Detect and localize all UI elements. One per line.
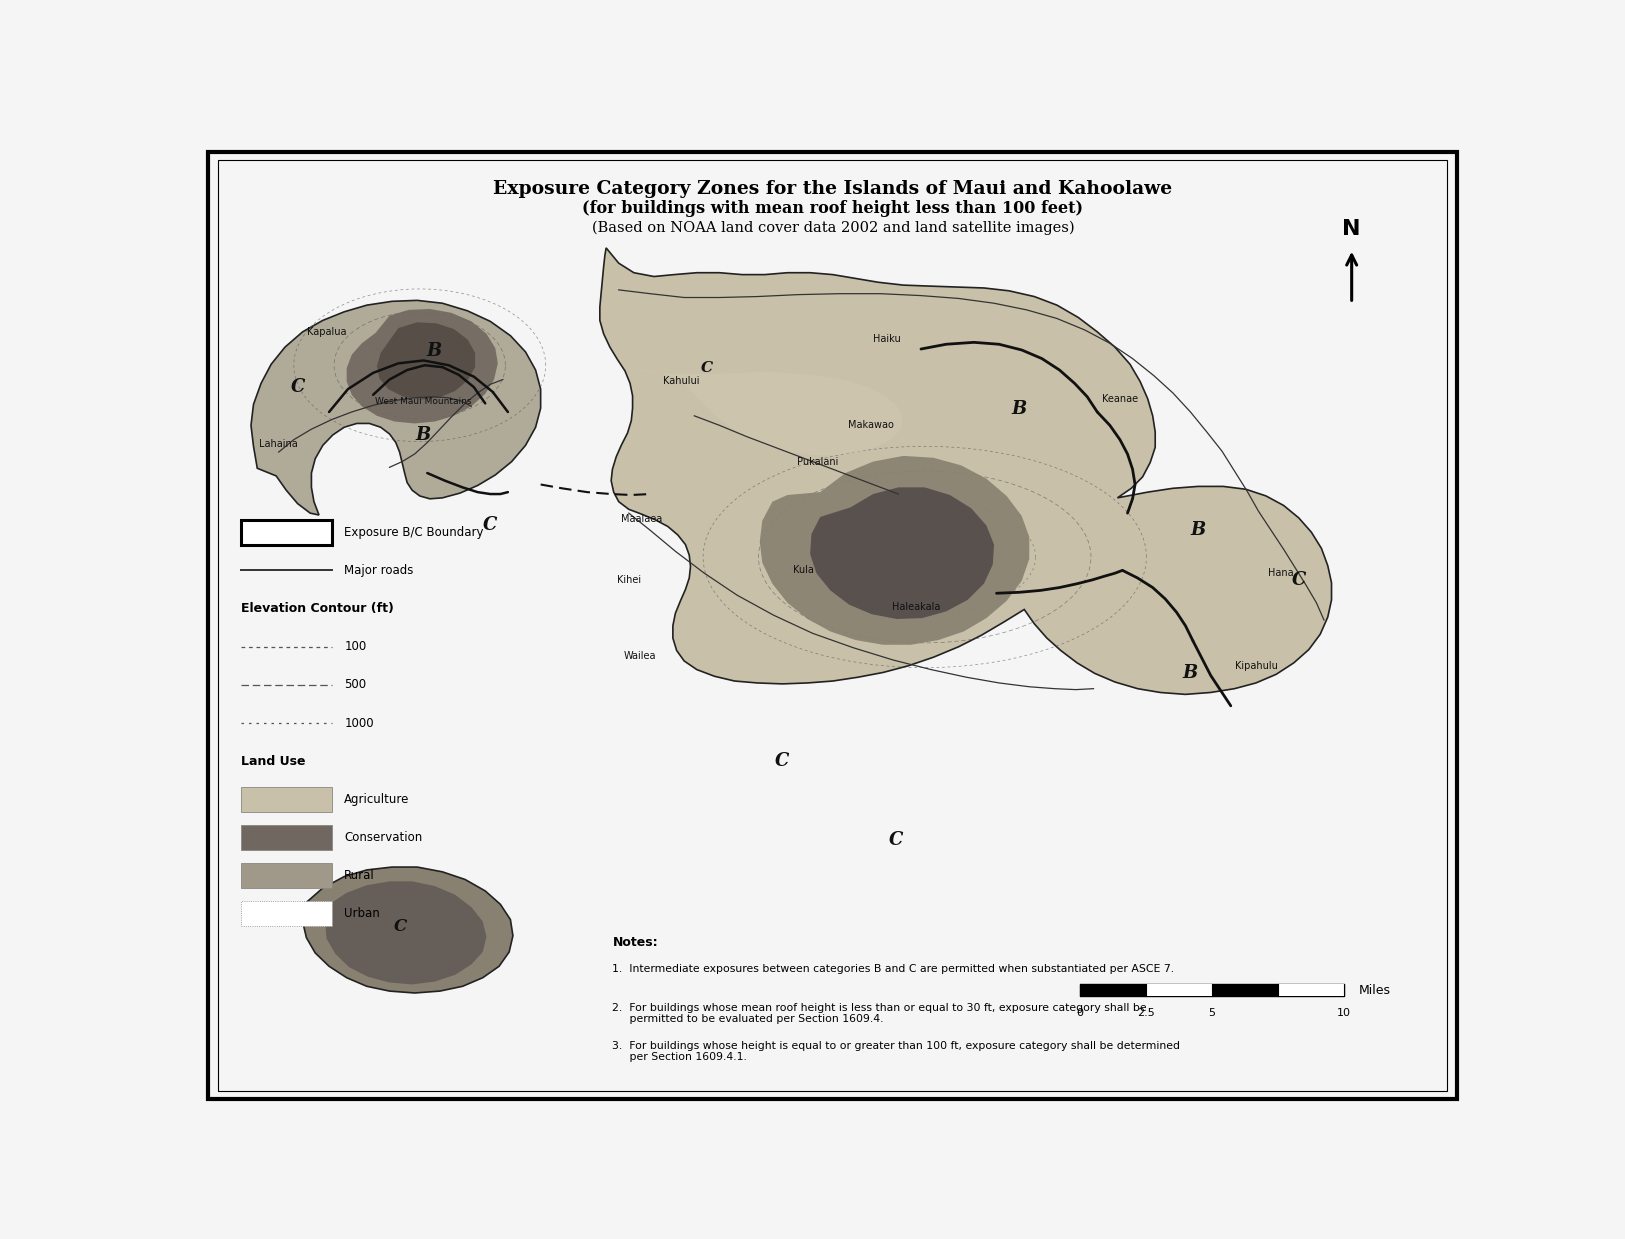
Polygon shape xyxy=(811,487,994,620)
Text: Notes:: Notes: xyxy=(613,935,658,949)
Text: West Maui Mountains: West Maui Mountains xyxy=(375,396,471,406)
Text: Wailea: Wailea xyxy=(624,652,656,662)
Text: Maalaea: Maalaea xyxy=(621,514,661,524)
Bar xyxy=(1146,984,1212,996)
Text: B: B xyxy=(1191,522,1206,539)
Polygon shape xyxy=(325,881,486,985)
Bar xyxy=(1277,984,1344,996)
Text: Kihei: Kihei xyxy=(618,575,640,585)
Text: Agriculture: Agriculture xyxy=(344,793,410,805)
Text: B: B xyxy=(1183,664,1198,683)
Text: 0: 0 xyxy=(1076,1007,1084,1017)
Text: Haiku: Haiku xyxy=(873,335,900,344)
Text: C: C xyxy=(395,918,408,934)
Text: Elevation Contour (ft): Elevation Contour (ft) xyxy=(240,602,393,615)
Text: B: B xyxy=(416,426,431,444)
Text: C: C xyxy=(1292,571,1306,589)
Text: 2.5: 2.5 xyxy=(1138,1007,1155,1017)
Text: Hana: Hana xyxy=(1269,569,1294,579)
Text: C: C xyxy=(700,361,713,375)
Text: 1.  Intermediate exposures between categories B and C are permitted when substan: 1. Intermediate exposures between catego… xyxy=(613,964,1175,974)
Bar xyxy=(240,787,332,812)
Text: Kipahulu: Kipahulu xyxy=(1235,660,1277,670)
Text: Kula: Kula xyxy=(793,565,814,575)
Text: Conservation: Conservation xyxy=(344,831,422,844)
Text: Makawao: Makawao xyxy=(848,420,894,430)
Text: (for buildings with mean roof height less than 100 feet): (for buildings with mean roof height les… xyxy=(582,201,1084,217)
Text: C: C xyxy=(775,752,790,771)
Text: 5: 5 xyxy=(1209,1007,1216,1017)
Text: Keanae: Keanae xyxy=(1102,394,1137,404)
Text: Major roads: Major roads xyxy=(344,564,413,577)
Polygon shape xyxy=(600,248,1331,694)
Text: Kapalua: Kapalua xyxy=(307,327,346,337)
Polygon shape xyxy=(250,300,541,515)
Text: Kahului: Kahului xyxy=(663,375,700,385)
Bar xyxy=(1079,984,1344,996)
Bar xyxy=(240,902,332,927)
Text: Exposure B/C Boundary: Exposure B/C Boundary xyxy=(344,525,484,539)
Text: Lahaina: Lahaina xyxy=(260,440,297,450)
Bar xyxy=(240,825,332,850)
Text: Haleakala: Haleakala xyxy=(892,602,941,612)
Text: Urban: Urban xyxy=(344,907,380,921)
Text: C: C xyxy=(291,378,306,396)
Text: C: C xyxy=(889,831,904,850)
Polygon shape xyxy=(760,456,1029,644)
Text: 3.  For buildings whose height is equal to or greater than 100 ft, exposure cate: 3. For buildings whose height is equal t… xyxy=(613,1041,1180,1062)
Text: C: C xyxy=(483,515,497,534)
Bar xyxy=(240,864,332,888)
Polygon shape xyxy=(302,867,514,992)
Polygon shape xyxy=(630,368,902,455)
Bar xyxy=(240,520,332,545)
Text: Miles: Miles xyxy=(1358,984,1391,996)
Polygon shape xyxy=(346,309,497,424)
Bar xyxy=(1212,984,1277,996)
Text: Exposure Category Zones for the Islands of Maui and Kahoolawe: Exposure Category Zones for the Islands … xyxy=(494,180,1172,198)
Bar xyxy=(1079,984,1146,996)
Text: B: B xyxy=(426,342,442,361)
Text: Pukalani: Pukalani xyxy=(796,457,838,467)
Text: Land Use: Land Use xyxy=(240,755,306,768)
Text: B: B xyxy=(1012,400,1027,418)
Text: 500: 500 xyxy=(344,678,366,691)
Text: 1000: 1000 xyxy=(344,716,374,730)
Polygon shape xyxy=(377,322,474,400)
Text: 100: 100 xyxy=(344,641,366,653)
Text: N: N xyxy=(1342,219,1360,239)
Text: 2.  For buildings whose mean roof height is less than or equal to 30 ft, exposur: 2. For buildings whose mean roof height … xyxy=(613,1002,1147,1025)
Text: 10: 10 xyxy=(1337,1007,1350,1017)
Text: (Based on NOAA land cover data 2002 and land satellite images): (Based on NOAA land cover data 2002 and … xyxy=(592,221,1074,235)
Text: Rural: Rural xyxy=(344,869,375,882)
